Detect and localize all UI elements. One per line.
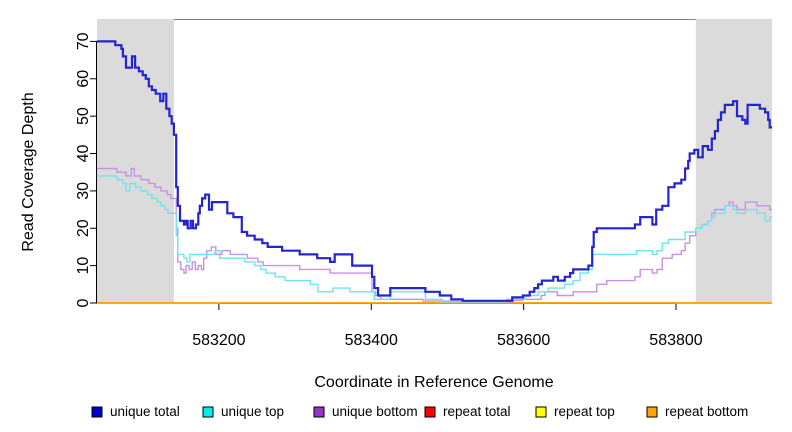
legend-label-repeat-top: repeat top [554,404,615,419]
legend-swatch-unique-bottom [313,406,325,418]
legend-label-repeat-total: repeat total [443,404,511,419]
shaded-regions [97,19,772,303]
data-series [97,40,772,304]
y-tick-label: 30 [75,182,92,200]
legend-label-unique-bottom: unique bottom [332,404,418,419]
legend-swatch-repeat-top [535,406,547,418]
legend-label-unique-total: unique total [110,404,180,419]
legend: unique total unique top unique bottom repea… [91,404,748,419]
x-tick-label: 583600 [497,332,550,349]
x-tick-label: 583400 [345,332,398,349]
x-tick-label: 583200 [192,332,245,349]
legend-label-unique-top: unique top [221,404,284,419]
legend-swatch-unique-top [202,406,214,418]
legend-swatch-repeat-total [424,406,436,418]
legend-swatch-repeat-bottom [646,406,658,418]
y-tick-label: 20 [75,219,92,237]
y-axis-title: Read Coverage Depth [20,92,37,251]
x-axis-title: Coordinate in Reference Genome [314,374,553,391]
y-tick-label: 60 [75,70,92,88]
y-tick-label: 40 [75,145,92,163]
x-tick-label: 583800 [649,332,702,349]
series-line-unique-total [97,40,772,302]
axes: 0 10 20 30 40 50 60 70 583200 583400 583600 583800 [75,32,703,349]
y-tick-label: 50 [75,107,92,125]
series-line-unique-bottom [97,167,772,303]
y-tick-label: 70 [75,32,92,50]
series-line-unique-top [97,175,772,303]
shaded-region-2 [695,19,772,303]
y-tick-label: 10 [75,257,92,275]
legend-swatch-unique-total [91,406,103,418]
y-tick-label: 0 [75,298,92,307]
legend-label-repeat-bottom: repeat bottom [665,404,748,419]
